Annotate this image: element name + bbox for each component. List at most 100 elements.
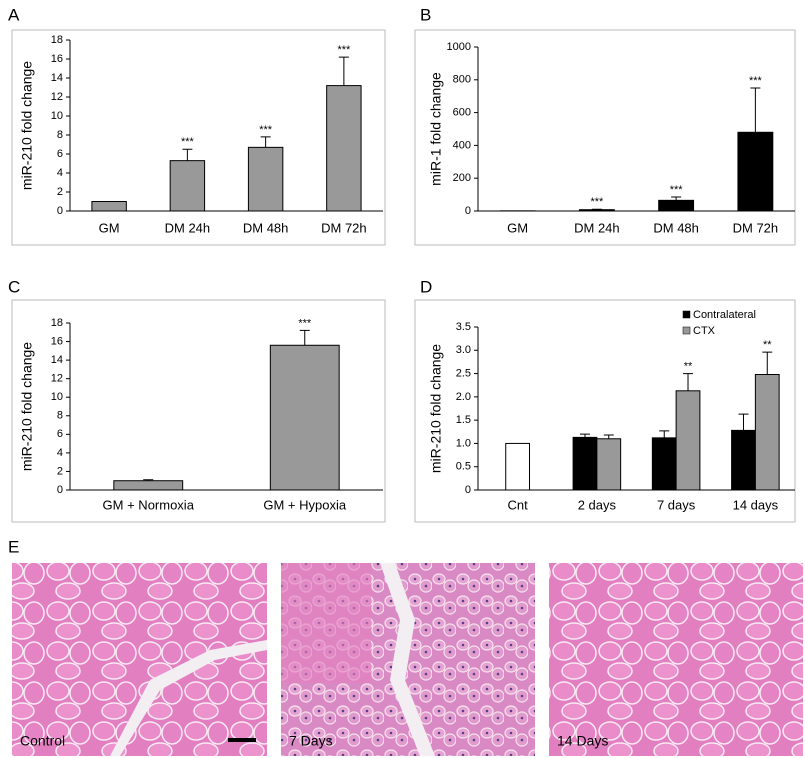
- y-tick-label: 200: [453, 172, 471, 184]
- error-bar: [750, 87, 761, 133]
- significance-label: ***: [590, 196, 604, 208]
- x-tick-label: DM 48h: [653, 220, 699, 235]
- y-tick-label: 10: [51, 391, 63, 403]
- error-bar: [603, 434, 614, 439]
- y-tick-label: 18: [51, 317, 63, 329]
- significance-label: ***: [337, 44, 351, 56]
- significance-label: ***: [259, 124, 273, 136]
- significance-label: ***: [749, 75, 763, 87]
- bar: [247, 146, 284, 212]
- bar: [675, 390, 701, 491]
- bar: [651, 437, 677, 491]
- y-tick-label: 0: [465, 484, 471, 496]
- panel-frame: [11, 299, 386, 523]
- panel-label: E: [8, 537, 19, 556]
- bar: [572, 436, 598, 491]
- y-tick-label: 2: [57, 465, 63, 477]
- bar: [113, 480, 184, 491]
- x-tick-label: GM + Hypoxia: [263, 497, 346, 512]
- y-axis-label: miR-210 fold change: [428, 344, 444, 473]
- error-bar: [762, 351, 773, 375]
- y-tick-label: 16: [51, 335, 63, 347]
- y-tick-label: 0: [57, 205, 63, 217]
- y-tick-label: 2.0: [456, 391, 471, 403]
- legend-label: Contralateral: [693, 309, 756, 321]
- y-axis-label: miR-210 fold change: [19, 342, 35, 471]
- panel-frame: [11, 29, 386, 246]
- x-tick-label: DM 48h: [243, 220, 289, 235]
- bar: [658, 199, 695, 212]
- y-tick-label: 1000: [447, 41, 471, 53]
- error-bar: [671, 196, 682, 201]
- x-tick-label: DM 24h: [574, 220, 620, 235]
- error-bar: [260, 136, 271, 148]
- y-tick-label: 12: [51, 373, 63, 385]
- bar: [754, 374, 780, 491]
- bar: [737, 131, 774, 212]
- legend-swatch: [682, 326, 691, 335]
- y-tick-label: 6: [57, 428, 63, 440]
- bar: [269, 344, 340, 491]
- y-axis-label: miR-1 fold change: [428, 72, 444, 186]
- significance-label: ***: [298, 317, 312, 329]
- y-tick-label: 0: [465, 205, 471, 217]
- significance-label: ***: [670, 184, 684, 196]
- scale-bar: [228, 738, 256, 742]
- image-label: Control: [20, 733, 65, 749]
- error-bar: [738, 413, 749, 431]
- bar: [731, 429, 756, 491]
- bar: [578, 209, 615, 212]
- y-tick-label: 600: [453, 107, 471, 119]
- error-bar: [338, 56, 349, 86]
- image-label: 7 Days: [289, 733, 333, 749]
- y-tick-label: 12: [51, 91, 63, 103]
- histology-panel: E Control 7 Days 14 Days: [8, 537, 803, 756]
- error-bar: [182, 148, 193, 161]
- histology-image: [12, 563, 267, 756]
- interstitium: [110, 640, 267, 756]
- error-bar: [683, 373, 694, 391]
- y-tick-label: 1.5: [456, 414, 471, 426]
- error-bar: [659, 430, 670, 438]
- panel-label: B: [420, 5, 431, 24]
- significance-label: ***: [181, 136, 195, 148]
- bar: [169, 160, 206, 212]
- y-tick-label: 14: [51, 72, 63, 84]
- y-axis-label: miR-210 fold change: [19, 61, 35, 190]
- error-bar: [299, 329, 310, 346]
- x-tick-label: GM: [99, 220, 120, 235]
- histology-image: [549, 563, 803, 756]
- bar: [91, 201, 127, 212]
- y-tick-label: 16: [51, 53, 63, 65]
- panel-frame: [414, 29, 796, 246]
- x-tick-label: Cnt: [508, 497, 529, 512]
- y-tick-label: 10: [51, 110, 63, 122]
- y-tick-label: 0.5: [456, 461, 471, 473]
- error-bar: [143, 479, 154, 481]
- y-tick-label: 3.5: [456, 321, 471, 333]
- y-tick-label: 2: [57, 186, 63, 198]
- panel-frame: [414, 299, 796, 523]
- y-tick-label: 4: [57, 447, 63, 459]
- interstitium: [380, 563, 435, 756]
- error-bar: [579, 433, 590, 438]
- intact-region: [281, 563, 371, 683]
- y-tick-label: 14: [51, 354, 63, 366]
- panel-label: C: [8, 277, 20, 296]
- y-tick-label: 3.0: [456, 344, 471, 356]
- panel-label: A: [8, 5, 20, 24]
- y-tick-label: 8: [57, 410, 63, 422]
- y-tick-label: 6: [57, 148, 63, 160]
- panel-label: D: [420, 277, 432, 296]
- x-tick-label: GM: [507, 220, 528, 235]
- x-tick-label: GM + Normoxia: [103, 497, 195, 512]
- bar: [505, 442, 531, 491]
- bar: [596, 438, 622, 491]
- significance-label: **: [763, 339, 772, 351]
- x-tick-label: DM 24h: [165, 220, 211, 235]
- x-tick-label: 2 days: [578, 497, 617, 512]
- y-tick-label: 800: [453, 74, 471, 86]
- y-tick-label: 1.0: [456, 437, 471, 449]
- x-tick-label: 14 days: [733, 497, 779, 512]
